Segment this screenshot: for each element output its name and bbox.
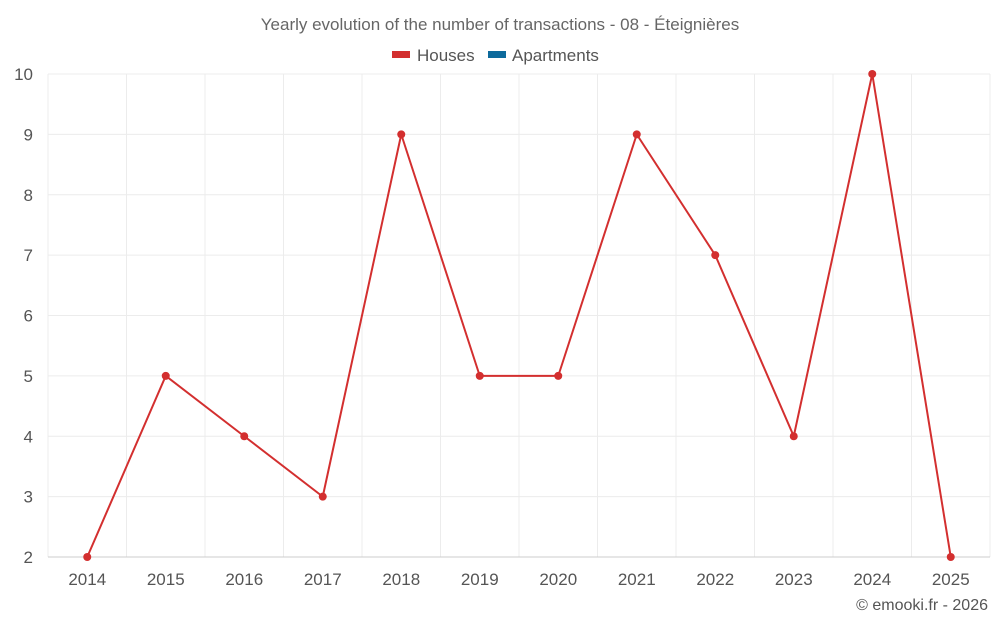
x-tick-label: 2020 bbox=[539, 570, 577, 589]
legend-swatch-apartments bbox=[488, 51, 506, 58]
y-tick-label: 8 bbox=[24, 186, 33, 205]
x-tick-label: 2025 bbox=[932, 570, 970, 589]
x-tick-label: 2016 bbox=[225, 570, 263, 589]
y-axis: 2 3 4 5 6 7 8 9 10 bbox=[14, 65, 33, 567]
chart-title: Yearly evolution of the number of transa… bbox=[261, 15, 739, 34]
x-axis: 2014 2015 2016 2017 2018 2019 2020 2021 2022 2023… bbox=[48, 556, 990, 589]
data-point-houses[interactable] bbox=[161, 371, 170, 380]
y-tick-label: 9 bbox=[24, 125, 33, 144]
data-point-houses[interactable] bbox=[946, 553, 955, 561]
legend-swatch-houses bbox=[392, 51, 410, 58]
x-tick-label: 2019 bbox=[461, 570, 499, 589]
x-tick-label: 2023 bbox=[775, 570, 813, 589]
data-point-houses[interactable] bbox=[475, 371, 484, 380]
legend-label-houses: Houses bbox=[417, 46, 475, 65]
y-tick-label: 2 bbox=[24, 548, 33, 567]
y-tick-label: 6 bbox=[24, 307, 33, 326]
data-point-houses[interactable] bbox=[632, 130, 641, 139]
x-tick-label: 2022 bbox=[696, 570, 734, 589]
x-tick-label: 2015 bbox=[147, 570, 185, 589]
data-point-houses[interactable] bbox=[868, 70, 877, 78]
data-point-houses[interactable] bbox=[711, 251, 720, 260]
x-tick-label: 2024 bbox=[853, 570, 891, 589]
data-point-houses[interactable] bbox=[240, 432, 249, 441]
legend: Houses Apartments bbox=[392, 46, 599, 65]
series-line-houses bbox=[86, 73, 952, 558]
data-point-houses[interactable] bbox=[397, 130, 406, 139]
credit-text: © emooki.fr - 2026 bbox=[856, 597, 988, 614]
data-point-houses[interactable] bbox=[554, 371, 563, 380]
data-point-houses[interactable] bbox=[83, 553, 92, 561]
y-tick-label: 3 bbox=[24, 488, 33, 507]
x-tick-label: 2021 bbox=[618, 570, 656, 589]
series-houses bbox=[83, 70, 955, 561]
grid bbox=[47, 73, 991, 558]
legend-label-apartments: Apartments bbox=[512, 46, 599, 65]
data-point-houses[interactable] bbox=[789, 432, 798, 441]
y-tick-label: 5 bbox=[24, 367, 33, 386]
x-tick-label: 2017 bbox=[304, 570, 342, 589]
y-tick-label: 4 bbox=[24, 427, 33, 446]
x-tick-label: 2018 bbox=[382, 570, 420, 589]
y-tick-label: 7 bbox=[24, 246, 33, 265]
data-point-houses[interactable] bbox=[318, 492, 327, 501]
x-tick-label: 2014 bbox=[68, 570, 106, 589]
y-tick-label: 10 bbox=[14, 65, 33, 84]
legend-item-apartments[interactable]: Apartments bbox=[488, 46, 599, 65]
legend-item-houses[interactable]: Houses bbox=[392, 46, 475, 65]
